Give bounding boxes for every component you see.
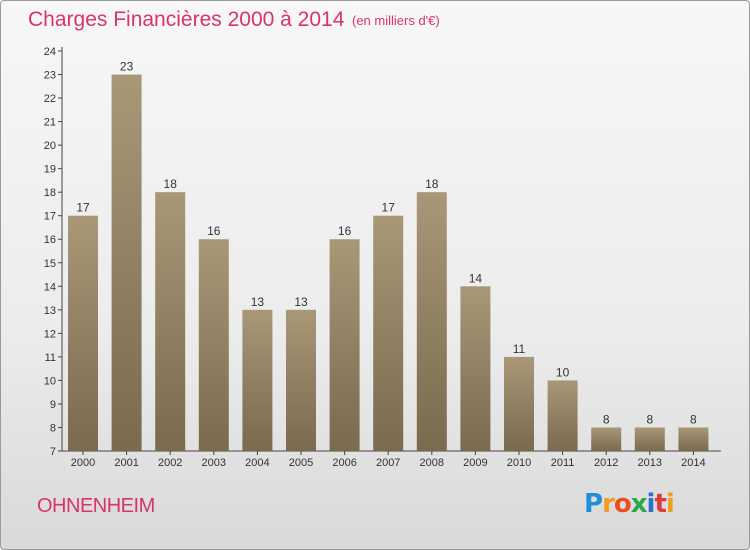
unit-note: (en milliers d'€) [352,13,440,28]
y-tick-label: 14 [44,281,56,293]
data-label: 16 [338,224,352,238]
data-label: 17 [382,201,396,215]
logo-letter: o [613,489,632,519]
data-label: 18 [164,177,178,191]
bar [547,380,578,451]
y-tick-label: 19 [44,164,56,176]
logo-letter: i [665,489,675,519]
y-tick-label: 11 [45,352,56,364]
chart-labels: 2000 17 2001 23 2002 18 2003 16 2004 13 2005 13 2006… [71,60,706,469]
chart-bars [68,74,709,452]
x-tick-label: 2010 [507,457,531,469]
y-tick-label: 16 [44,234,56,246]
data-label: 17 [76,201,90,215]
y-tick-label: 18 [44,187,56,199]
commune-name: OHNENHEIM [37,495,155,517]
data-label: 16 [207,224,221,238]
logo-letter: r [602,489,615,519]
bar [460,286,491,451]
bar [111,74,142,451]
y-tick-label: 10 [44,375,56,387]
x-tick-label: 2003 [202,457,226,469]
x-tick-label: 2000 [71,457,95,469]
data-label: 23 [120,60,134,74]
data-label: 13 [294,295,308,309]
x-tick-label: 2002 [158,457,182,469]
bar [329,239,360,451]
bar [155,192,186,452]
y-tick-label: 21 [44,117,56,129]
bar [591,427,622,451]
bar [242,309,273,451]
bar [416,192,447,452]
x-tick-label: 2004 [245,457,269,469]
logo-letter: P [584,489,603,519]
bar [678,427,709,451]
proxiti-logo[interactable]: Proxiti [584,489,675,519]
bar [68,215,98,451]
x-tick-label: 2001 [114,457,138,469]
data-label: 13 [251,295,265,309]
x-tick-label: 2011 [551,457,575,469]
data-label: 14 [469,271,483,285]
x-tick-label: 2008 [420,457,444,469]
y-tick-label: 22 [44,93,56,105]
bar [198,239,229,451]
y-tick-label: 20 [44,140,56,152]
bar [373,215,404,451]
data-label: 8 [690,412,697,426]
data-label: 8 [646,412,653,426]
x-tick-label: 2013 [638,457,662,469]
data-label: 8 [603,412,610,426]
x-tick-label: 2005 [289,457,313,469]
bar [286,309,316,451]
x-tick-label: 2006 [332,457,356,469]
data-label: 10 [556,365,570,379]
logo-letter: x [630,489,648,519]
chart-title: Charges Financières 2000 à 2014 [28,8,345,31]
y-tick-label: 15 [44,258,56,270]
y-tick-label: 7 [50,446,56,458]
x-tick-label: 2014 [681,457,705,469]
bar [504,356,534,451]
y-tick-label: 24 [44,46,56,58]
x-tick-label: 2007 [376,457,400,469]
y-tick-label: 23 [44,70,56,82]
y-tick-label: 8 [50,422,56,434]
y-tick-label: 17 [44,211,56,223]
x-tick-label: 2012 [594,457,618,469]
y-tick-label: 12 [44,328,56,340]
y-tick-label: 9 [50,399,56,411]
data-label: 18 [425,177,439,191]
data-label: 11 [513,342,526,356]
logo-letter: i [646,489,656,519]
bar [634,427,665,451]
logo-letter: t [654,489,666,519]
x-tick-label: 2009 [463,457,487,469]
y-tick-label: 13 [44,305,56,317]
